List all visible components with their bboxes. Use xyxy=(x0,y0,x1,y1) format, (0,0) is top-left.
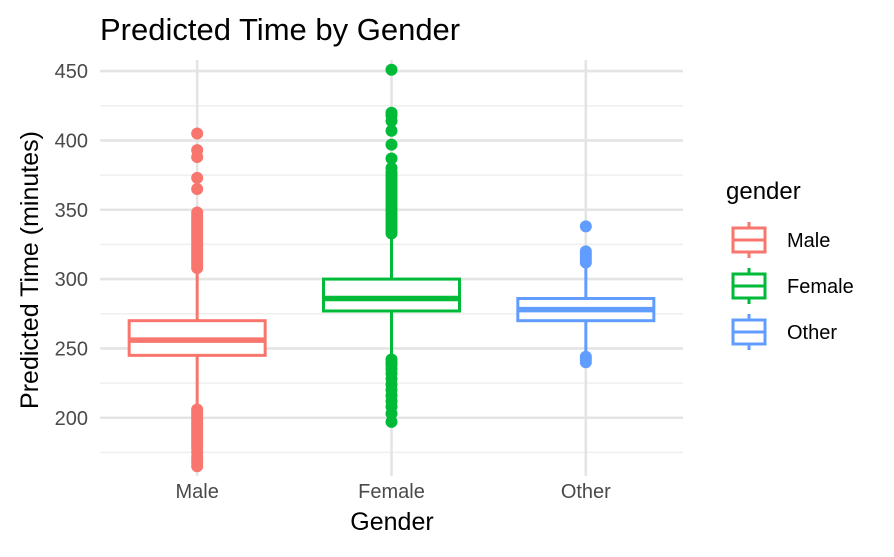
outlier-point xyxy=(385,106,398,119)
legend-label: Male xyxy=(787,230,830,252)
box-male xyxy=(127,127,267,473)
outlier-point xyxy=(579,350,592,363)
x-tick-label: Female xyxy=(358,481,425,503)
outlier-point xyxy=(385,415,398,428)
outlier-point xyxy=(191,182,204,195)
outlier-point xyxy=(385,63,398,76)
y-tick-label: 400 xyxy=(55,130,88,152)
outlier-point xyxy=(579,245,592,258)
legend-item-female: Female xyxy=(731,268,854,304)
box-female xyxy=(322,63,461,428)
y-tick-label: 350 xyxy=(55,200,88,222)
outlier-point xyxy=(385,138,398,151)
legend-label: Other xyxy=(787,322,837,344)
x-axis-tick-labels: Male Female Other xyxy=(175,481,611,503)
outlier-point xyxy=(191,206,204,219)
x-tick-label: Male xyxy=(175,481,218,503)
x-tick-label: Other xyxy=(561,481,611,503)
box-iqr xyxy=(322,277,461,313)
box-other xyxy=(516,220,656,369)
y-tick-label: 450 xyxy=(55,61,88,83)
x-axis-label: Gender xyxy=(350,508,433,536)
outlier-point xyxy=(385,353,398,366)
y-tick-label: 250 xyxy=(55,338,88,360)
outlier-point xyxy=(579,220,592,233)
legend-item-other: Other xyxy=(731,314,837,350)
legend-title: gender xyxy=(726,178,801,205)
outlier-point xyxy=(191,403,204,416)
legend-item-male: Male xyxy=(731,222,830,258)
outlier-point xyxy=(385,162,398,175)
outlier-point xyxy=(191,127,204,140)
legend-label: Female xyxy=(787,276,854,298)
y-axis-tick-labels: 200 250 300 350 400 450 xyxy=(55,61,88,430)
y-axis-label: Predicted Time (minutes) xyxy=(16,131,44,409)
outlier-point xyxy=(191,171,204,184)
outlier-point xyxy=(191,144,204,157)
outlier-point xyxy=(385,152,398,165)
outlier-point xyxy=(385,124,398,137)
y-tick-label: 300 xyxy=(55,269,88,291)
legend: Male Female Other xyxy=(731,222,854,350)
boxplot-series xyxy=(127,63,656,473)
chart-title: Predicted Time by Gender xyxy=(100,12,460,47)
y-tick-label: 200 xyxy=(55,408,88,430)
